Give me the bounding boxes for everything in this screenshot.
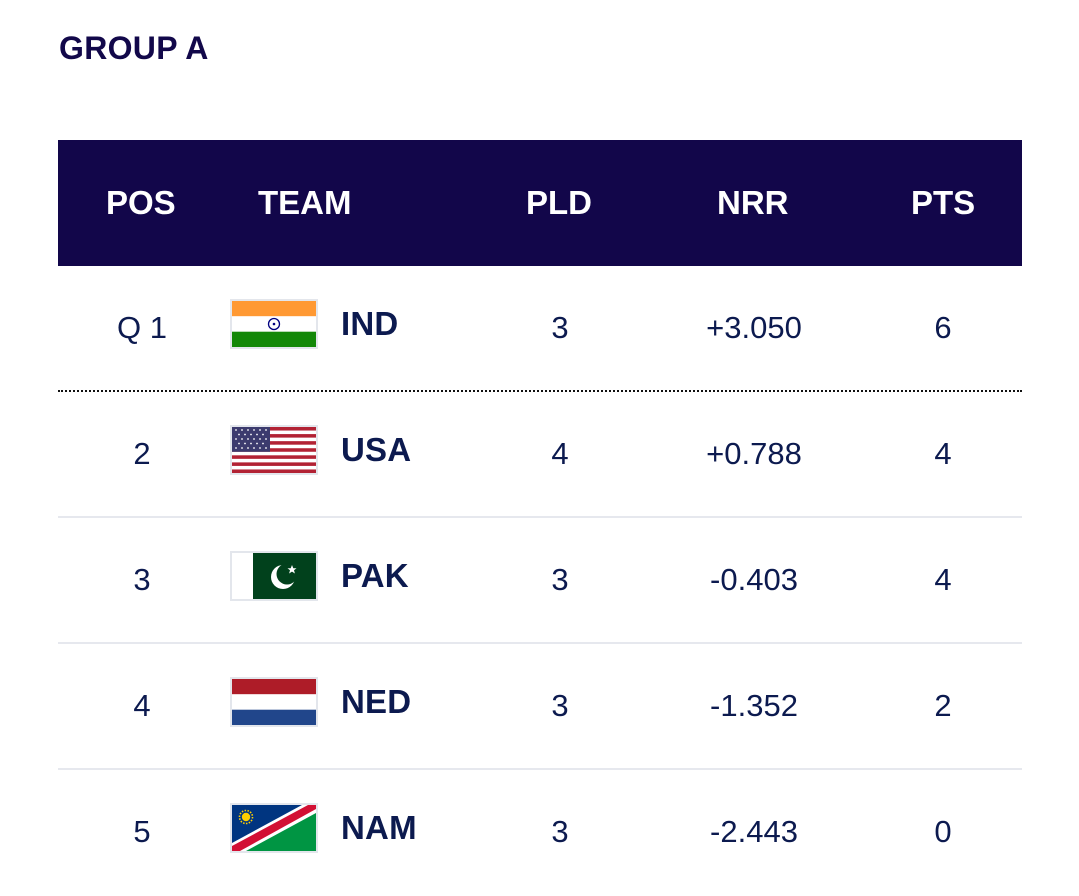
points: 6 <box>934 310 952 345</box>
table-row[interactable]: 2 <box>58 392 1022 518</box>
position: 4 <box>133 688 151 723</box>
column-header-team: TEAM <box>258 184 352 221</box>
played: 3 <box>551 310 569 345</box>
table-row[interactable]: 3 PAK 3 -0.403 4 <box>58 518 1022 644</box>
table-row[interactable]: 4 NED 3 -1.352 2 <box>58 644 1022 770</box>
team-cell[interactable]: IND <box>230 298 398 350</box>
points: 4 <box>934 436 952 471</box>
column-header-nrr: NRR <box>717 184 789 221</box>
netherlands-flag-icon <box>230 677 318 727</box>
position: 3 <box>133 562 151 597</box>
column-header-pts: PTS <box>911 184 976 221</box>
net-run-rate: -2.443 <box>710 814 798 849</box>
net-run-rate: -0.403 <box>710 562 798 597</box>
team-cell[interactable]: NAM <box>230 802 417 854</box>
table-row[interactable]: Q 1 IND 3 +3.050 6 <box>58 266 1022 392</box>
played: 3 <box>551 688 569 723</box>
played: 4 <box>551 436 569 471</box>
position: 2 <box>133 436 151 471</box>
team-code: PAK <box>341 557 409 594</box>
points: 2 <box>934 688 952 723</box>
net-run-rate: +0.788 <box>706 436 802 471</box>
team-cell[interactable]: USA <box>230 424 411 476</box>
team-code: IND <box>341 305 399 342</box>
namibia-flag-icon <box>230 803 318 853</box>
played: 3 <box>551 814 569 849</box>
usa-flag-icon <box>230 425 318 475</box>
team-code: USA <box>341 431 412 468</box>
standings-table: POS TEAM PLD NRR PTS Q 1 IND 3 +3.050 6 … <box>58 140 1022 896</box>
position: 5 <box>133 814 151 849</box>
column-header-pld: PLD <box>526 184 592 221</box>
points: 4 <box>934 562 952 597</box>
team-code: NAM <box>341 809 417 846</box>
team-cell[interactable]: NED <box>230 676 411 728</box>
team-code: NED <box>341 683 412 720</box>
net-run-rate: -1.352 <box>710 688 798 723</box>
table-row[interactable]: 5 NAM 3 -2.443 0 <box>58 770 1022 896</box>
column-header-pos: POS <box>106 184 176 221</box>
position: Q 1 <box>117 310 167 345</box>
pakistan-flag-icon <box>230 551 318 601</box>
points: 0 <box>934 814 952 849</box>
net-run-rate: +3.050 <box>706 310 802 345</box>
team-cell[interactable]: PAK <box>230 550 409 602</box>
group-title: GROUP A <box>59 30 209 66</box>
india-flag-icon <box>230 299 318 349</box>
table-header: POS TEAM PLD NRR PTS <box>58 140 1022 266</box>
played: 3 <box>551 562 569 597</box>
